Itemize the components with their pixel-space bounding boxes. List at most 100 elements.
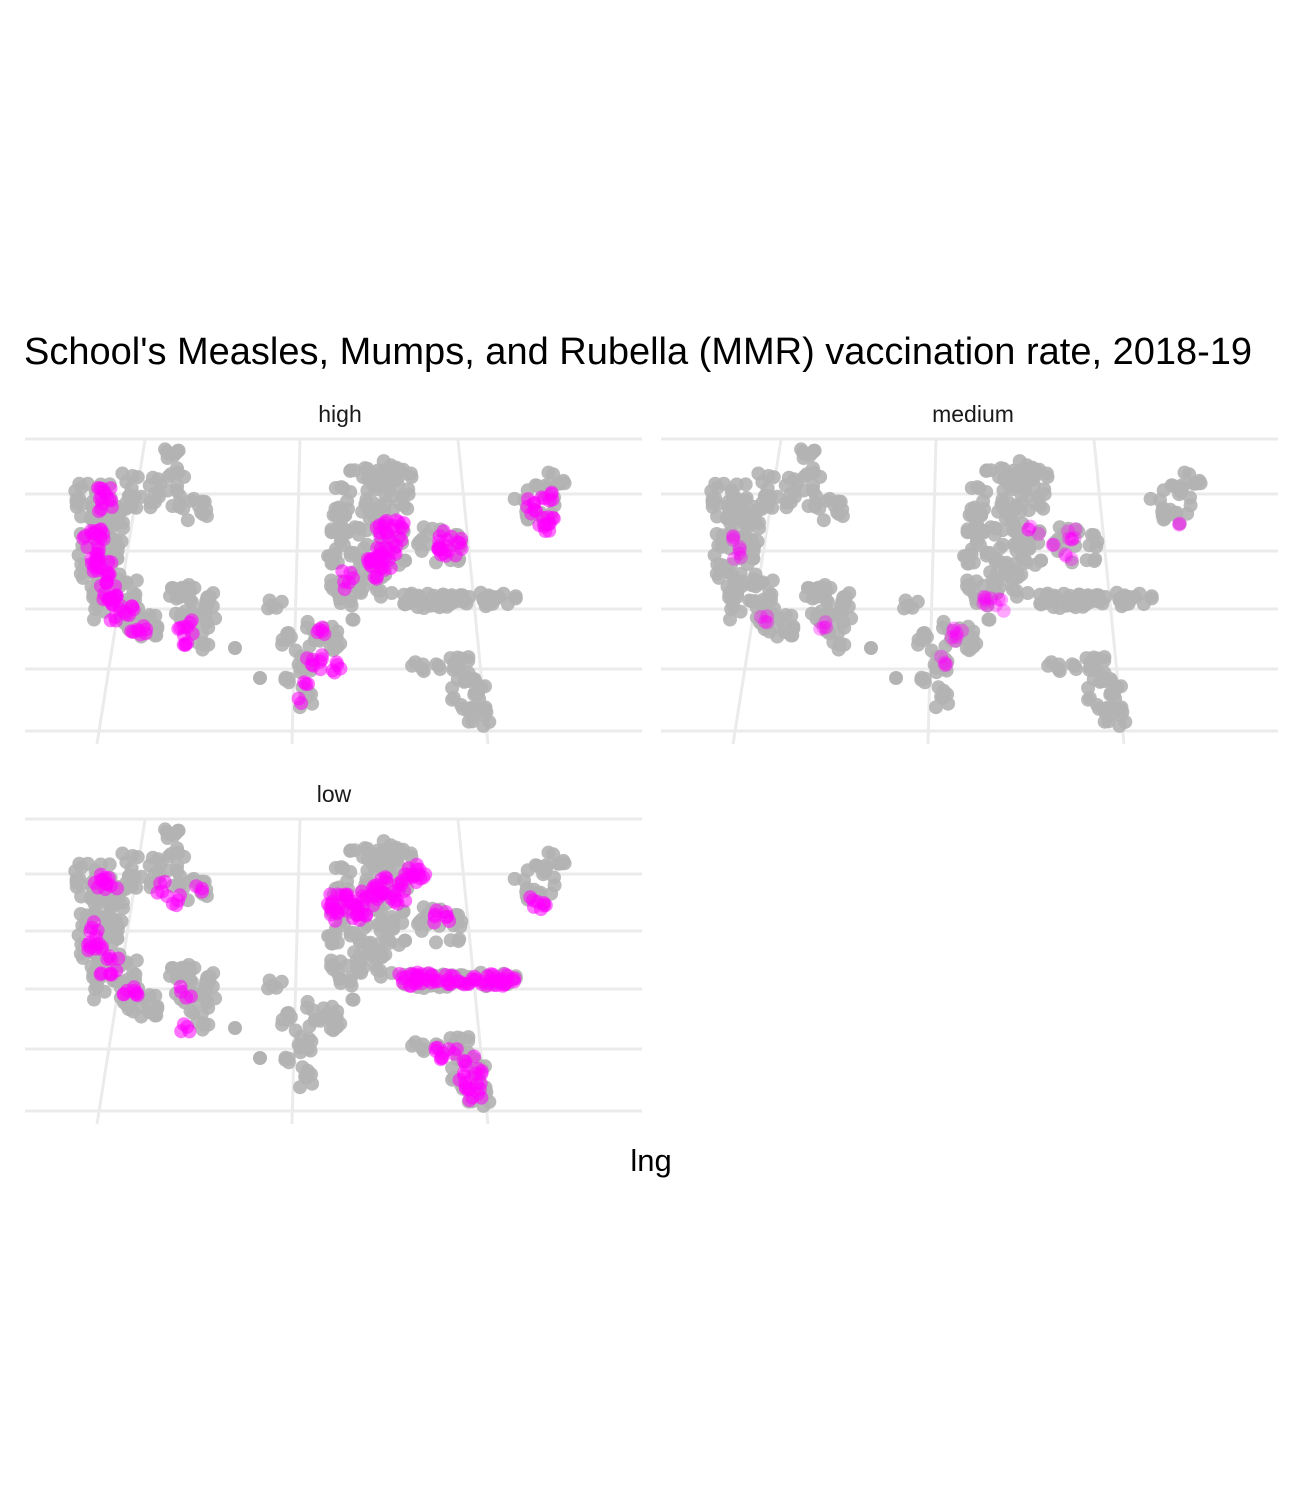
school-point-bg: [111, 893, 126, 908]
school-point-bg: [1175, 480, 1190, 495]
school-point-bg: [130, 470, 145, 485]
school-point-bg: [936, 620, 950, 635]
school-point-highlight: [341, 575, 356, 590]
school-point-highlight: [1045, 537, 1060, 552]
school-point-bg: [723, 612, 737, 627]
school-point-highlight: [450, 974, 465, 989]
school-point-bg: [492, 589, 506, 604]
school-point-highlight: [182, 1024, 197, 1039]
school-point-bg: [924, 643, 939, 658]
school-point-bg: [300, 1063, 315, 1078]
school-point-bg: [313, 1013, 328, 1028]
school-point-bg: [200, 615, 215, 630]
school-point-bg: [1041, 658, 1056, 673]
highlight-points-low: [81, 857, 553, 1108]
school-point-bg: [1100, 701, 1115, 715]
background-points: [68, 442, 572, 733]
facet-label-high: high: [318, 401, 361, 427]
school-point-highlight: [732, 539, 747, 554]
school-point-bg: [280, 626, 295, 641]
school-point-bg: [1018, 553, 1033, 568]
school-point-highlight: [726, 530, 741, 545]
school-point-bg: [1081, 681, 1096, 695]
school-point-bg: [1032, 524, 1047, 539]
school-point-bg: [453, 919, 468, 934]
school-point-highlight: [946, 623, 960, 638]
school-point-bg: [714, 558, 729, 573]
school-point-highlight: [1067, 530, 1082, 545]
school-point-bg: [115, 846, 130, 861]
school-point-bg: [960, 525, 975, 540]
school-point-bg: [720, 579, 735, 594]
school-point-bg: [200, 995, 215, 1010]
school-point-bg: [124, 879, 139, 894]
school-point-highlight: [178, 638, 193, 652]
school-point-bg: [416, 1044, 431, 1059]
school-point-bg: [1037, 487, 1052, 502]
school-point-bg: [1143, 491, 1158, 506]
school-point-bg: [196, 1017, 211, 1032]
school-point-highlight: [116, 987, 131, 1002]
school-point-bg: [1068, 538, 1083, 553]
school-point-highlight: [323, 887, 338, 902]
school-point-bg: [202, 970, 217, 985]
school-point-bg: [124, 499, 139, 514]
school-point-bg: [901, 598, 916, 613]
school-point-bg: [129, 573, 144, 588]
school-point-bg: [87, 612, 101, 627]
school-point-highlight: [111, 951, 126, 966]
school-point-highlight: [314, 652, 329, 667]
school-point-bg: [917, 675, 932, 690]
school-point-bg: [340, 958, 355, 973]
school-point-bg: [817, 583, 831, 598]
school-point-bg: [819, 624, 834, 638]
school-point-bg: [759, 594, 774, 609]
school-point-bg: [445, 1061, 460, 1075]
school-point-bg: [142, 858, 157, 873]
school-point-bg: [1033, 596, 1048, 611]
school-point-bg: [482, 714, 497, 729]
school-point-bg: [129, 953, 144, 968]
school-point-bg: [708, 491, 723, 506]
school-point-bg: [750, 534, 765, 549]
school-point-highlight: [818, 615, 833, 630]
school-point-highlight: [324, 902, 339, 917]
school-point-highlight: [89, 550, 104, 565]
school-point-bg: [838, 590, 853, 605]
school-point-highlight: [100, 952, 115, 967]
school-point-highlight: [312, 622, 327, 637]
school-point-highlight: [464, 972, 479, 987]
school-point-bg: [467, 687, 482, 702]
school-point-highlight: [427, 915, 442, 930]
school-point-bg: [228, 641, 242, 655]
school-point-bg: [323, 1021, 338, 1036]
school-point-bg: [181, 583, 195, 598]
school-point-bg: [1052, 601, 1067, 615]
school-point-highlight: [944, 630, 959, 645]
school-point-highlight: [127, 983, 142, 998]
school-point-highlight: [1058, 547, 1073, 562]
school-point-bg: [805, 445, 820, 460]
school-point-bg: [970, 480, 985, 495]
school-point-bg: [382, 933, 397, 948]
school-point-bg: [111, 513, 126, 528]
school-point-bg: [376, 454, 391, 469]
school-point-bg: [778, 478, 793, 493]
school-point-highlight: [376, 518, 391, 533]
school-point-bg: [751, 466, 766, 481]
school-point-highlight: [524, 506, 539, 521]
school-point-bg: [100, 908, 115, 923]
school-point-bg: [281, 675, 296, 690]
school-point-highlight: [937, 658, 952, 672]
school-point-bg: [288, 643, 303, 658]
school-point-bg: [765, 573, 780, 588]
school-point-bg: [300, 1000, 314, 1015]
school-point-bg: [281, 1055, 296, 1070]
school-point-bg: [812, 501, 827, 516]
school-point-highlight: [412, 862, 427, 877]
school-point-bg: [968, 591, 983, 606]
school-point-bg: [300, 1041, 315, 1056]
school-point-highlight: [1172, 516, 1187, 531]
school-point-bg: [806, 478, 821, 493]
school-point-highlight: [86, 564, 101, 579]
